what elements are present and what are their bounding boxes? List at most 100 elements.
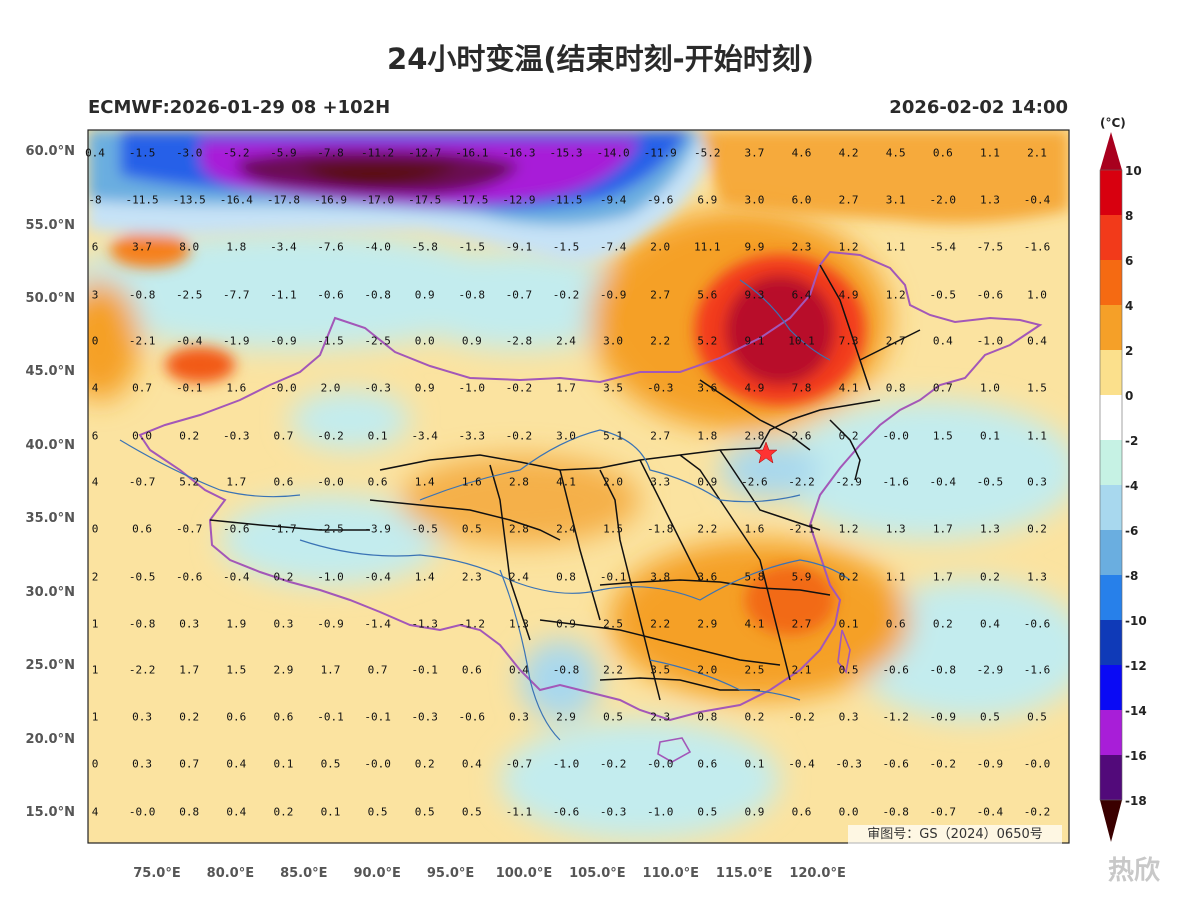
grid-value: 0.2 bbox=[932, 617, 953, 631]
grid-value: 1.6 bbox=[461, 475, 482, 489]
grid-value: 7.3 bbox=[838, 334, 859, 348]
latitude-label: 40.0°N bbox=[25, 438, 75, 453]
grid-value: -1.6 bbox=[1023, 240, 1051, 254]
grid-value: 2.4 bbox=[556, 334, 576, 348]
capital-star-icon bbox=[754, 441, 778, 464]
grid-value: -0.2 bbox=[929, 757, 957, 771]
grid-value: 1.8 bbox=[697, 429, 718, 443]
grid-value: 1.1 bbox=[885, 240, 906, 254]
latitude-label: 55.0°N bbox=[25, 218, 75, 233]
cool-field-korea bbox=[780, 400, 1069, 540]
grid-value: 2.9 bbox=[697, 617, 718, 631]
grid-value: 2.9 bbox=[273, 663, 294, 677]
latitude-label: 60.0°N bbox=[25, 144, 75, 159]
colorbar-tick-label: -4 bbox=[1125, 479, 1139, 493]
grid-value: -0.9 bbox=[929, 710, 957, 724]
cool-field-scs bbox=[500, 720, 780, 840]
grid-value: -0.7 bbox=[929, 805, 957, 819]
grid-value: 0.7 bbox=[367, 663, 388, 677]
longitude-label: 95.0°E bbox=[426, 866, 475, 881]
grid-value: 0.3 bbox=[132, 757, 153, 771]
colorbar-tick-label: 8 bbox=[1125, 209, 1134, 223]
colorbar-segment bbox=[1100, 530, 1122, 576]
grid-value: 0.5 bbox=[979, 710, 1000, 724]
grid-value: 6.0 bbox=[791, 193, 812, 207]
grid-value: 1.7 bbox=[932, 570, 953, 584]
grid-value: 0.6 bbox=[226, 710, 247, 724]
grid-value: -1.6 bbox=[882, 475, 909, 489]
latitude-label: 25.0°N bbox=[25, 658, 75, 673]
grid-value: -0.3 bbox=[599, 805, 627, 819]
grid-value: 0.8 bbox=[179, 805, 200, 819]
grid-value: -1.1 bbox=[270, 288, 297, 302]
grid-value: 2.7 bbox=[650, 429, 671, 443]
grid-value: 0.5 bbox=[697, 805, 718, 819]
grid-value: -5.9 bbox=[270, 146, 297, 160]
grid-value: 3.6 bbox=[697, 570, 718, 584]
grid-value: 10.1 bbox=[788, 334, 815, 348]
grid-value: 0.1 bbox=[744, 757, 765, 771]
colorbar-segment bbox=[1100, 755, 1122, 801]
grid-value: 0.6 bbox=[367, 475, 388, 489]
grid-value: -1.8 bbox=[646, 522, 674, 536]
grid-value: -0.8 bbox=[552, 663, 580, 677]
grid-value: 0.8 bbox=[885, 381, 906, 395]
grid-value: -11.5 bbox=[549, 193, 583, 207]
grid-value: 0.9 bbox=[414, 381, 435, 395]
grid-value: 1.7 bbox=[179, 663, 200, 677]
grid-value: -3.4 bbox=[411, 429, 438, 443]
grid-value: 0.2 bbox=[179, 429, 200, 443]
grid-value: -0.4 bbox=[364, 570, 391, 584]
grid-value: 2.9 bbox=[556, 710, 576, 724]
grid-value: 1.7 bbox=[556, 381, 576, 395]
grid-value: 4 bbox=[91, 475, 99, 489]
grid-value: -17.0 bbox=[361, 193, 395, 207]
latitude-label: 50.0°N bbox=[25, 291, 75, 306]
cool-field-tibet bbox=[220, 495, 440, 585]
grid-value: -0.7 bbox=[128, 475, 156, 489]
grid-value: 0.2 bbox=[979, 570, 1000, 584]
longitude-label: 75.0°E bbox=[133, 866, 181, 881]
grid-value: 1 bbox=[91, 663, 99, 677]
grid-value: 0.5 bbox=[414, 805, 435, 819]
grid-value: 0.1 bbox=[320, 805, 341, 819]
grid-value: 6.4 bbox=[791, 288, 812, 302]
page-title: 24小时变温(结束时刻-开始时刻) bbox=[387, 42, 814, 76]
grid-value: -7.4 bbox=[599, 240, 627, 254]
grid-value: 0.0 bbox=[414, 334, 435, 348]
grid-value: 2.7 bbox=[650, 288, 671, 302]
grid-value: 2 bbox=[91, 570, 99, 584]
longitude-label: 90.0°E bbox=[353, 866, 401, 881]
grid-value: -0.0 bbox=[1023, 757, 1051, 771]
grid-value: 2.0 bbox=[697, 663, 718, 677]
grid-value: 0.6 bbox=[132, 522, 153, 536]
latitude-label: 45.0°N bbox=[25, 364, 75, 379]
grid-value: -0.7 bbox=[175, 522, 203, 536]
grid-value: 2.2 bbox=[650, 334, 671, 348]
grid-value: 3.3 bbox=[650, 475, 671, 489]
grid-value: 1.3 bbox=[508, 617, 529, 631]
grid-value: 1 bbox=[91, 710, 99, 724]
grid-value: 0.2 bbox=[273, 570, 294, 584]
valid-time-label: 2026-02-02 14:00 bbox=[889, 97, 1068, 118]
grid-value: -2.8 bbox=[505, 334, 533, 348]
grid-value: -9.4 bbox=[599, 193, 627, 207]
grid-value: 4.2 bbox=[838, 146, 859, 160]
grid-value: 0.6 bbox=[885, 617, 906, 631]
grid-value: 0.2 bbox=[838, 429, 859, 443]
grid-value: 2.7 bbox=[791, 617, 812, 631]
grid-value: -13.5 bbox=[172, 193, 206, 207]
grid-value: -15.3 bbox=[549, 146, 583, 160]
grid-value: 0.2 bbox=[1027, 522, 1047, 536]
grid-value: -7.8 bbox=[317, 146, 344, 160]
grid-value: 0.6 bbox=[273, 475, 294, 489]
grid-value: 0 bbox=[91, 757, 99, 771]
grid-value: 4.1 bbox=[744, 617, 765, 631]
grid-value: -4.0 bbox=[364, 240, 391, 254]
grid-value: -0.2 bbox=[552, 288, 580, 302]
colorbar-tick-label: -18 bbox=[1125, 794, 1147, 808]
grid-value: -12.7 bbox=[408, 146, 442, 160]
grid-value: 4.1 bbox=[556, 475, 576, 489]
colorbar-segment bbox=[1100, 665, 1122, 711]
grid-value: 0.5 bbox=[320, 757, 341, 771]
